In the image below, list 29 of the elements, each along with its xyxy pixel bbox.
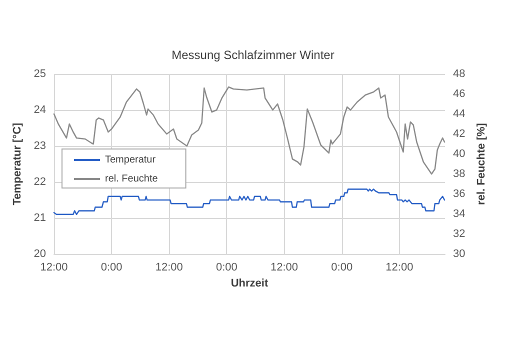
y2-tick-label: 42 [453,128,466,140]
x-tick-label: 12:00 [386,262,414,274]
x-tick-label: 12:00 [40,262,68,274]
legend-label: rel. Feuchte [105,174,158,184]
x-tick-label: 12:00 [155,262,183,274]
y2-axis-title: rel. Feuchte [%] [476,122,488,205]
y-tick-label: 23 [34,140,46,152]
y-tick-label: 20 [34,248,46,260]
y-tick-label: 21 [34,212,46,224]
y-tick-label: 22 [34,176,46,188]
y2-tick-label: 48 [453,68,466,80]
y2-tick-label: 46 [453,88,466,100]
y2-tick-label: 36 [453,188,466,200]
x-tick-label: 0:00 [331,262,353,274]
y2-tick-label: 40 [453,148,466,160]
y-axis-title: Temperatur [°C] [11,122,24,206]
y-tick-label: 24 [34,104,46,116]
x-tick-label: 12:00 [270,262,298,274]
y2-tick-label: 32 [453,228,466,240]
x-axis-title: Uhrzeit [230,278,268,290]
y-tick-label: 25 [34,68,46,80]
x-tick-label: 0:00 [100,262,122,274]
y2-tick-label: 44 [453,108,466,120]
x-tick-label: 0:00 [216,262,238,274]
y2-tick-label: 30 [453,248,466,260]
y2-tick-label: 38 [453,168,466,180]
legend-label: Temperatur [105,154,156,166]
y2-tick-label: 34 [453,208,466,220]
chart-title: Messung Schlafzimmer Winter [172,48,334,62]
